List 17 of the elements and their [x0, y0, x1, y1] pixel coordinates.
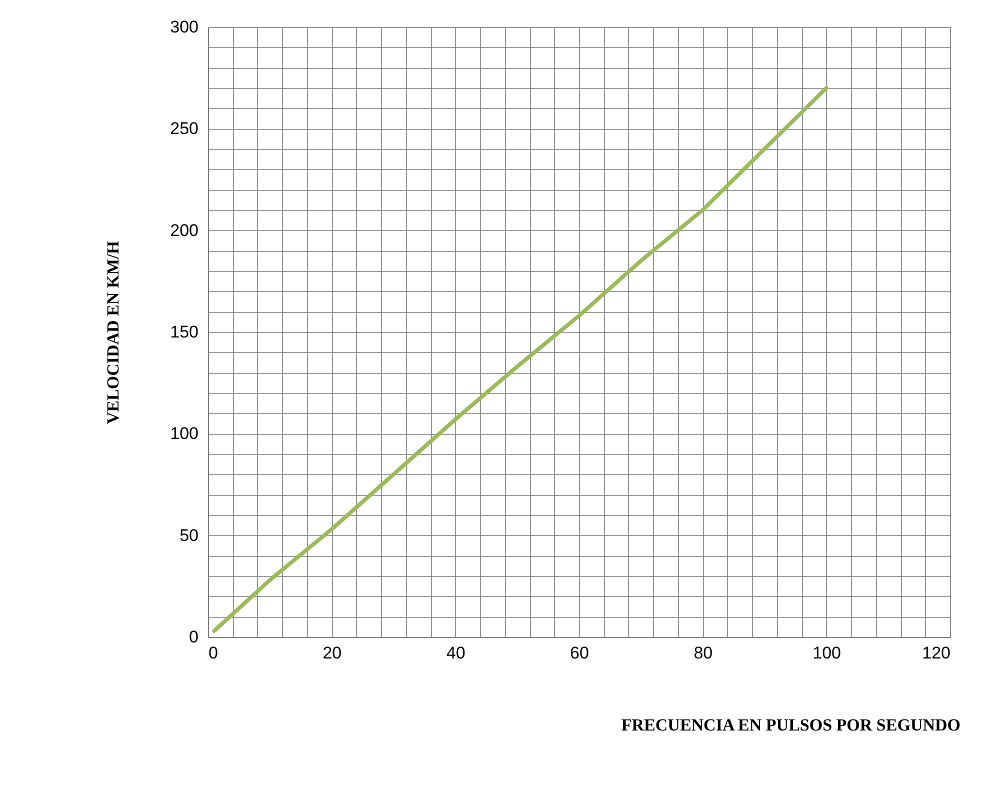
line-series — [212, 86, 828, 633]
y-tick-label: 150 — [170, 322, 198, 342]
y-tick-label: 100 — [170, 424, 198, 444]
x-axis-title: FRECUENCIA EN PULSOS POR SEGUNDO — [621, 716, 960, 734]
y-tick-label: 300 — [170, 18, 198, 36]
y-axis-title: VELOCIDAD EN KM/H — [104, 240, 122, 424]
y-tick-label: 250 — [170, 119, 198, 138]
x-tick-label: 60 — [570, 644, 589, 662]
y-tick-label: 50 — [180, 526, 198, 545]
x-tick-label: 80 — [694, 644, 713, 662]
x-tick-label: 100 — [812, 644, 842, 662]
x-tick-label: 40 — [446, 644, 466, 662]
y-tick-label: 200 — [170, 220, 198, 240]
x-tick-label: 0 — [208, 644, 218, 662]
x-tick-label: 20 — [322, 644, 342, 662]
y-tick-label: 0 — [189, 628, 198, 646]
x-tick-label: 120 — [922, 644, 950, 662]
